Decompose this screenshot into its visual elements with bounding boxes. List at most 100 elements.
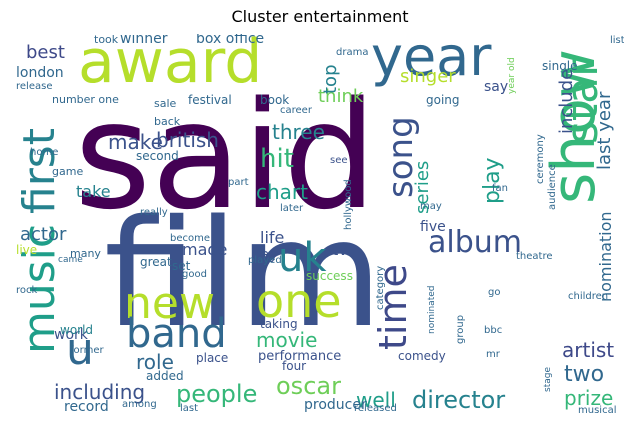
word-group: group [455,314,466,344]
word-really: really [140,207,168,218]
word-later: later [280,203,304,214]
word-uk: uk [278,235,327,281]
word-think: think [318,86,364,107]
word-work: work [54,327,88,343]
word-may: may [420,201,442,212]
word-year-old: year old [507,57,517,94]
word-live: live [16,243,38,257]
word-winner: winner [120,34,168,47]
word-audience: audience [547,164,558,210]
word-part: part [228,177,249,188]
word-nomination: nomination [596,211,615,302]
word-see: see [330,155,348,166]
word-top: top [320,64,341,95]
word-well: well [356,388,396,412]
word-four: four [282,359,307,373]
word-second: second [136,149,179,163]
word-include: include [556,68,577,134]
word-game: game [52,165,84,178]
word-play: play [480,157,505,204]
word-movie: movie [256,328,318,352]
word-book: book [260,93,290,107]
word-nominated: nominated [427,285,437,334]
word-chart: chart [256,180,308,204]
word-go: go [488,287,501,298]
word-made: made [182,240,228,259]
word-singer: singer [400,66,456,87]
word-former: former [70,345,104,356]
word-best: best [26,42,65,63]
word-theatre: theatre [516,251,553,262]
word-five: five [420,219,446,235]
word-world: world [60,323,94,337]
word-london: london [16,65,64,81]
word-actor: actor [20,224,67,245]
word-drama: drama [336,47,369,58]
word-last-year: last year [594,91,615,170]
word-taking: taking [260,317,298,331]
word-award: award [78,34,263,97]
word-year: year [371,34,492,88]
word-role: role [136,350,174,374]
word-sale: sale [154,97,177,110]
word-played: played [248,255,282,266]
word-said: said [74,70,377,242]
word-came: came [58,255,83,265]
word-life: life [260,228,285,247]
word-producer: producer [304,397,367,413]
word-set: set [172,259,191,273]
word-place: place [196,351,229,365]
word-going: going [426,93,460,107]
word-two: two [564,362,605,387]
word-children: children [568,291,609,302]
word-hit: hit [260,144,294,174]
word-day: day [252,247,278,263]
word-director: director [412,386,506,414]
word-comedy: comedy [398,349,446,363]
word-home: home [30,147,59,158]
word-good: good [182,269,207,280]
word-become: become [170,233,211,244]
word-record: record [64,399,109,415]
word-number-one: number one [52,93,119,106]
word-last: last [180,403,199,414]
chart-title: Cluster entertainment [231,7,409,26]
word-film: film [104,188,383,360]
word-many: many [70,247,101,260]
word-ceremony: ceremony [535,134,546,184]
word-stage: stage [543,367,553,392]
word-new: new [124,278,215,329]
word-release: release [16,81,53,92]
word-one: one [256,274,342,328]
word-hollywood: hollywood [343,179,354,230]
word-box-office: box office [196,34,265,47]
word-make: make [108,130,163,154]
word-single: single [542,59,578,73]
word-prize: prize [564,386,614,410]
word-british: british [156,128,219,152]
word-artist: artist [562,338,615,362]
word-take: take [76,182,111,201]
word-band: band [126,311,227,357]
word-performance: performance [258,349,342,364]
word-added: added [146,369,184,383]
word-category: category [375,265,386,310]
word-album: album [428,225,522,260]
word-oscar: oscar [276,372,341,400]
word-great: great [140,255,172,269]
word-tv: tv [332,240,348,259]
word-fan: fan [492,183,508,194]
word-back: back [154,115,181,128]
word-list: list [610,35,624,46]
word-u: u [66,324,94,375]
word-say: say [484,79,509,95]
word-festival: festival [188,93,232,107]
word-rock: rock [16,285,38,296]
word-three: three [272,120,325,144]
word-mr: mr [486,349,500,360]
word-people: people [176,380,258,408]
word-career: career [280,105,312,116]
word-bbc: bbc [484,325,503,336]
word-success: success [306,269,353,283]
word-cloud: said film award year show star music fir… [16,34,624,416]
